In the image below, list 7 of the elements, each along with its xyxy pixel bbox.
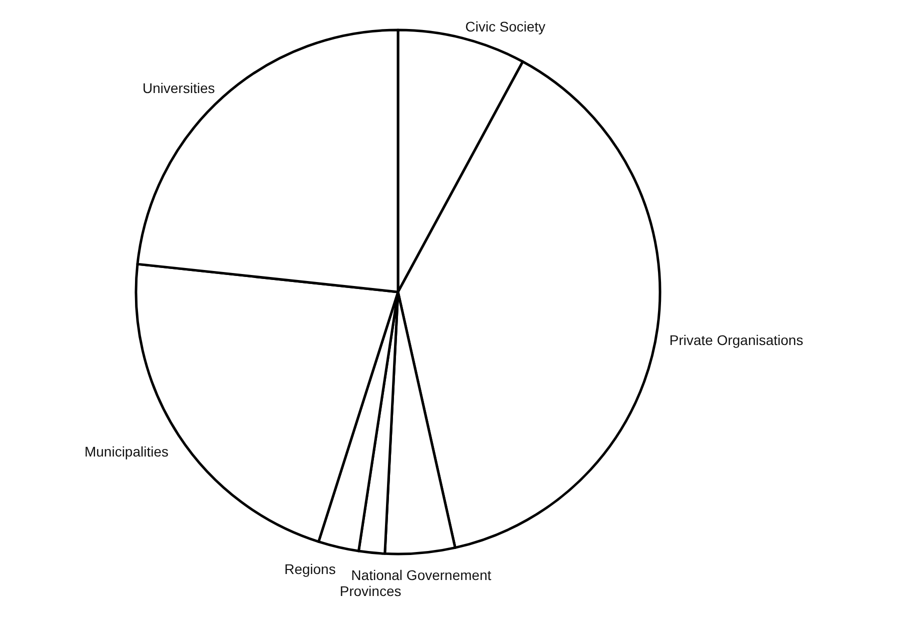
slice-label: Civic Society	[465, 18, 546, 34]
slice-label: National Governement	[351, 567, 492, 584]
slice-label: Municipalities	[84, 444, 169, 460]
slice-label: Universities	[142, 80, 215, 96]
slice-label: Private Organisations	[669, 332, 804, 348]
slice-label: Regions	[284, 560, 336, 577]
slice-label: Provinces	[340, 583, 402, 600]
